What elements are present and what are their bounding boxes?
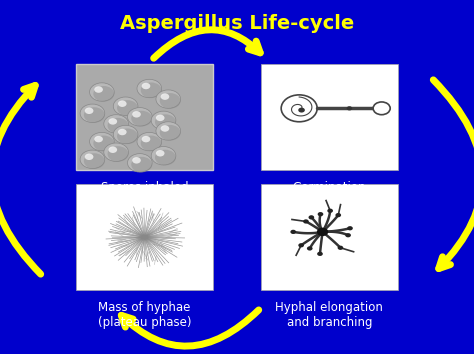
Circle shape bbox=[347, 226, 353, 230]
Circle shape bbox=[345, 233, 351, 237]
Text: Hyphal elongation
and branching: Hyphal elongation and branching bbox=[275, 301, 383, 329]
Circle shape bbox=[281, 95, 317, 122]
Circle shape bbox=[137, 132, 162, 151]
Circle shape bbox=[131, 157, 152, 172]
Circle shape bbox=[109, 147, 117, 153]
Text: Germination: Germination bbox=[292, 181, 366, 194]
Circle shape bbox=[160, 93, 181, 109]
Text: Spores inhaled: Spores inhaled bbox=[101, 181, 188, 194]
Circle shape bbox=[80, 150, 105, 169]
Circle shape bbox=[303, 219, 309, 224]
Circle shape bbox=[141, 82, 162, 98]
Circle shape bbox=[93, 136, 114, 151]
Circle shape bbox=[307, 246, 312, 251]
Circle shape bbox=[298, 108, 305, 113]
Circle shape bbox=[309, 215, 314, 219]
Circle shape bbox=[373, 102, 390, 115]
Circle shape bbox=[132, 157, 141, 164]
Circle shape bbox=[161, 125, 169, 132]
Circle shape bbox=[132, 111, 141, 118]
Circle shape bbox=[113, 125, 138, 144]
Circle shape bbox=[118, 129, 127, 135]
FancyBboxPatch shape bbox=[76, 64, 213, 170]
Circle shape bbox=[161, 93, 169, 100]
Circle shape bbox=[155, 150, 176, 165]
Circle shape bbox=[156, 115, 164, 121]
Circle shape bbox=[317, 252, 323, 256]
Circle shape bbox=[108, 146, 128, 162]
Circle shape bbox=[141, 136, 162, 151]
Circle shape bbox=[346, 106, 352, 110]
Circle shape bbox=[151, 111, 176, 130]
Circle shape bbox=[128, 154, 152, 172]
Circle shape bbox=[142, 136, 150, 142]
Circle shape bbox=[336, 213, 341, 217]
Circle shape bbox=[131, 111, 152, 126]
Circle shape bbox=[104, 143, 128, 161]
Circle shape bbox=[94, 86, 103, 93]
Circle shape bbox=[142, 83, 150, 89]
Circle shape bbox=[118, 101, 127, 107]
Circle shape bbox=[84, 153, 105, 169]
Circle shape bbox=[317, 228, 328, 236]
Circle shape bbox=[85, 154, 93, 160]
FancyBboxPatch shape bbox=[261, 64, 398, 170]
Circle shape bbox=[90, 83, 114, 101]
FancyBboxPatch shape bbox=[261, 184, 398, 290]
Circle shape bbox=[104, 115, 128, 133]
Text: Aspergillus Life-cycle: Aspergillus Life-cycle bbox=[120, 13, 354, 33]
Circle shape bbox=[160, 125, 181, 141]
Circle shape bbox=[80, 104, 105, 122]
Circle shape bbox=[151, 147, 176, 165]
Circle shape bbox=[84, 107, 105, 123]
Circle shape bbox=[318, 212, 323, 216]
Circle shape bbox=[117, 100, 138, 116]
Circle shape bbox=[137, 79, 162, 98]
Circle shape bbox=[128, 108, 152, 126]
Circle shape bbox=[113, 97, 138, 115]
Circle shape bbox=[90, 132, 114, 151]
Circle shape bbox=[94, 136, 103, 142]
Circle shape bbox=[156, 122, 181, 140]
Circle shape bbox=[327, 209, 333, 213]
Circle shape bbox=[155, 114, 176, 130]
Circle shape bbox=[93, 86, 114, 102]
Circle shape bbox=[156, 90, 181, 108]
Circle shape bbox=[156, 150, 164, 156]
Circle shape bbox=[85, 108, 93, 114]
Circle shape bbox=[298, 243, 304, 247]
Circle shape bbox=[117, 129, 138, 144]
Circle shape bbox=[291, 230, 296, 234]
Circle shape bbox=[337, 246, 343, 250]
Text: Mass of hyphae
(plateau phase): Mass of hyphae (plateau phase) bbox=[98, 301, 191, 329]
Circle shape bbox=[109, 118, 117, 125]
Circle shape bbox=[108, 118, 128, 133]
FancyBboxPatch shape bbox=[76, 184, 213, 290]
